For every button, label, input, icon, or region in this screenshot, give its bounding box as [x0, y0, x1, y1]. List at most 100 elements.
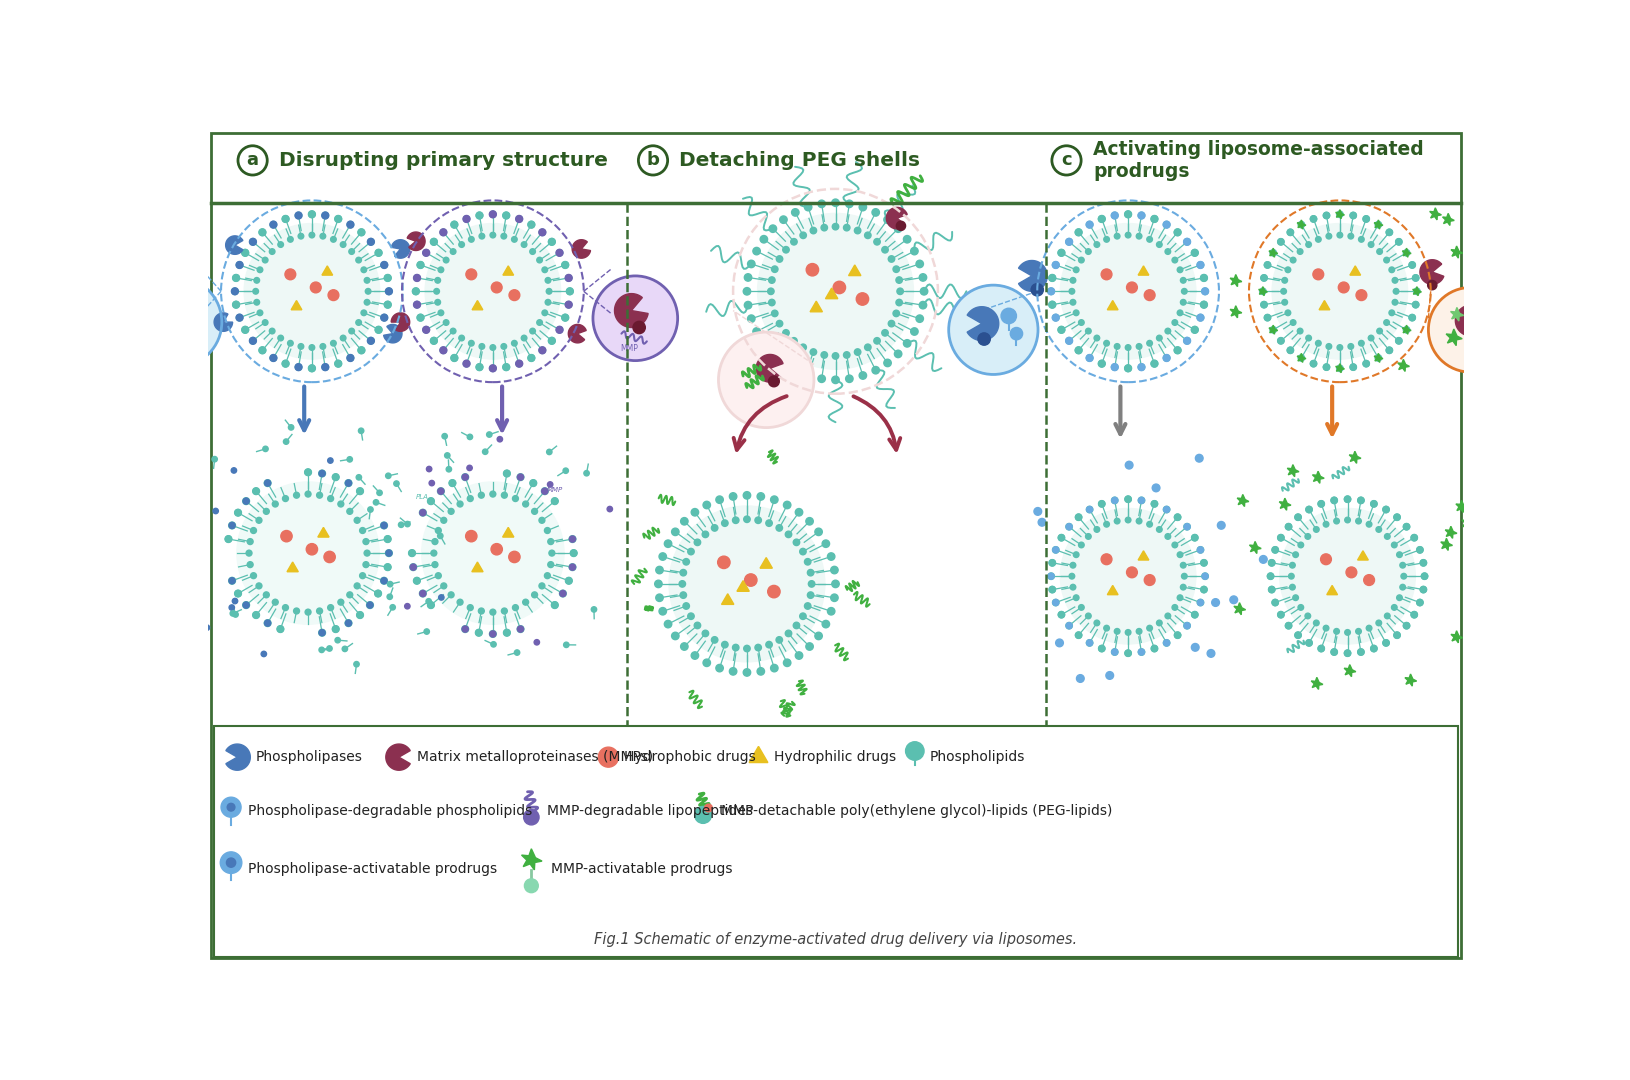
- Circle shape: [417, 261, 424, 268]
- Circle shape: [1386, 229, 1392, 235]
- Circle shape: [895, 276, 901, 283]
- Circle shape: [1358, 649, 1363, 656]
- Circle shape: [1402, 249, 1408, 256]
- Circle shape: [1125, 650, 1131, 657]
- Circle shape: [680, 592, 686, 598]
- Circle shape: [363, 550, 370, 556]
- Circle shape: [430, 239, 437, 245]
- Polygon shape: [1430, 207, 1441, 220]
- Circle shape: [1074, 632, 1081, 638]
- Circle shape: [298, 343, 303, 349]
- Circle shape: [476, 630, 481, 636]
- Circle shape: [1322, 625, 1328, 631]
- Circle shape: [225, 536, 231, 542]
- Circle shape: [1100, 554, 1112, 565]
- Circle shape: [1196, 261, 1203, 269]
- Circle shape: [500, 343, 507, 349]
- Polygon shape: [522, 849, 541, 869]
- Circle shape: [1144, 575, 1154, 585]
- Circle shape: [346, 620, 352, 626]
- Polygon shape: [1229, 306, 1240, 318]
- Circle shape: [440, 347, 447, 353]
- Polygon shape: [153, 295, 189, 334]
- Circle shape: [569, 564, 575, 570]
- Circle shape: [1284, 622, 1291, 629]
- Circle shape: [293, 608, 300, 613]
- Circle shape: [381, 523, 386, 528]
- Circle shape: [1293, 595, 1297, 600]
- Circle shape: [1395, 338, 1402, 345]
- Circle shape: [1151, 361, 1157, 367]
- Circle shape: [359, 527, 365, 534]
- Circle shape: [1363, 361, 1369, 367]
- Circle shape: [425, 598, 430, 604]
- Circle shape: [1289, 320, 1296, 325]
- Circle shape: [1201, 288, 1208, 295]
- Circle shape: [1183, 338, 1190, 345]
- Circle shape: [306, 543, 318, 555]
- Circle shape: [1177, 552, 1182, 557]
- Circle shape: [1410, 611, 1416, 618]
- Circle shape: [1416, 546, 1421, 553]
- Circle shape: [528, 221, 535, 228]
- Circle shape: [1097, 361, 1105, 367]
- Circle shape: [1138, 213, 1144, 219]
- Circle shape: [1392, 288, 1399, 294]
- Circle shape: [872, 366, 879, 374]
- Circle shape: [1211, 598, 1219, 606]
- Circle shape: [1069, 299, 1076, 305]
- Circle shape: [826, 553, 835, 561]
- Circle shape: [515, 216, 522, 222]
- Text: MMP: MMP: [619, 343, 637, 352]
- Circle shape: [1343, 517, 1350, 523]
- Circle shape: [1297, 605, 1302, 610]
- Circle shape: [538, 583, 544, 589]
- Circle shape: [1306, 335, 1311, 341]
- Circle shape: [438, 310, 443, 315]
- Circle shape: [235, 590, 241, 597]
- Circle shape: [1229, 596, 1237, 604]
- Circle shape: [897, 221, 905, 230]
- Circle shape: [1074, 347, 1081, 353]
- Circle shape: [422, 326, 429, 333]
- Circle shape: [346, 620, 352, 626]
- Circle shape: [1048, 274, 1055, 282]
- Circle shape: [1110, 364, 1118, 370]
- Circle shape: [489, 631, 496, 637]
- Circle shape: [1408, 314, 1415, 321]
- Circle shape: [504, 470, 510, 477]
- Circle shape: [381, 261, 388, 268]
- Circle shape: [342, 646, 347, 651]
- Circle shape: [360, 267, 367, 272]
- Circle shape: [308, 211, 315, 217]
- Circle shape: [1296, 328, 1302, 334]
- Circle shape: [820, 225, 826, 231]
- Circle shape: [419, 591, 425, 596]
- Circle shape: [544, 299, 551, 305]
- Circle shape: [1074, 229, 1081, 235]
- Circle shape: [522, 242, 526, 247]
- Circle shape: [1138, 364, 1144, 370]
- Circle shape: [919, 301, 926, 309]
- Circle shape: [768, 585, 779, 598]
- Circle shape: [230, 610, 235, 616]
- Circle shape: [1382, 507, 1389, 513]
- Circle shape: [502, 364, 510, 370]
- Circle shape: [359, 229, 365, 235]
- Polygon shape: [225, 235, 243, 254]
- Circle shape: [1343, 496, 1350, 502]
- Circle shape: [285, 269, 295, 280]
- Circle shape: [779, 360, 787, 366]
- Circle shape: [531, 592, 538, 598]
- Circle shape: [1086, 221, 1092, 228]
- Circle shape: [548, 337, 554, 345]
- Circle shape: [659, 553, 667, 561]
- Circle shape: [530, 480, 536, 486]
- Circle shape: [277, 625, 284, 633]
- Circle shape: [1074, 347, 1081, 354]
- Circle shape: [1416, 546, 1423, 553]
- Circle shape: [592, 607, 597, 612]
- Circle shape: [347, 592, 352, 598]
- Circle shape: [566, 274, 572, 281]
- Circle shape: [522, 599, 528, 605]
